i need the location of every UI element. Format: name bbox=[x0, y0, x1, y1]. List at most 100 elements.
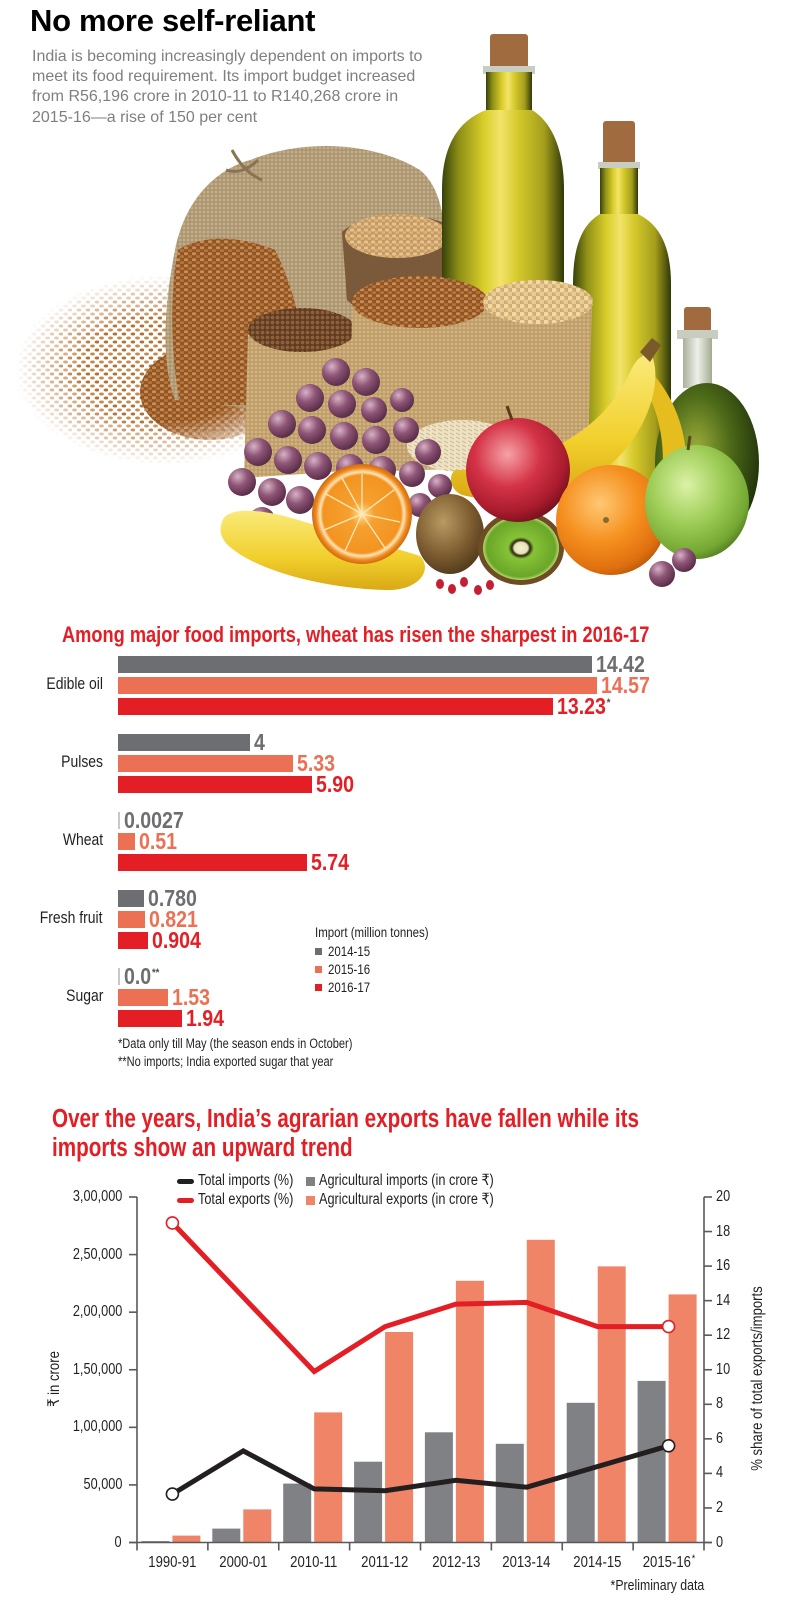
value-label-text: 0.904 bbox=[151, 927, 201, 953]
intro-line: India is becoming increasingly dependent… bbox=[32, 48, 423, 65]
tick-label-text: 50,000 bbox=[83, 1475, 122, 1493]
y-axis-left-tick-label: 3,00,000 bbox=[62, 1188, 122, 1206]
bar-agricultural-imports-in-crore-2014-15 bbox=[566, 1402, 595, 1543]
value-label-group: 0.821 bbox=[149, 908, 198, 931]
value-label-text: 1.53 bbox=[172, 984, 211, 1010]
category-label-wheat: Wheat bbox=[54, 830, 103, 850]
x-axis-category-label: 2013-14 bbox=[487, 1554, 567, 1572]
category-label-text: 2000-01 bbox=[219, 1554, 268, 1571]
lentils bbox=[248, 308, 356, 352]
value-label-text: 0.780 bbox=[147, 885, 197, 911]
tick-label-text: 2,00,000 bbox=[72, 1303, 122, 1321]
grape bbox=[322, 358, 350, 386]
grape bbox=[286, 486, 314, 514]
oil-bottle-1-neck bbox=[486, 72, 532, 114]
page-title: No more self-reliant bbox=[30, 3, 316, 38]
value-label-group: 5.90 bbox=[316, 773, 354, 796]
value-label: 0.821 bbox=[149, 908, 207, 931]
banana-stem bbox=[640, 338, 661, 362]
value-label-group: 1.53 bbox=[172, 984, 211, 1010]
category-label-text: 2012-13 bbox=[431, 1554, 480, 1571]
value-label-text: 13.23 bbox=[557, 693, 607, 719]
value-label-text: 5.74 bbox=[310, 849, 349, 875]
legend-item-total-exports: Total exports (%) bbox=[198, 1191, 314, 1209]
tick-label-text: 2 bbox=[716, 1499, 724, 1516]
grape bbox=[362, 426, 390, 454]
value-label-text: 4 bbox=[253, 729, 265, 755]
category-label-group: 2012-13 bbox=[432, 1554, 480, 1572]
value-label-group: 5.33 bbox=[297, 750, 336, 776]
footnote-text: *Preliminary data bbox=[610, 1577, 704, 1594]
line-total-imports bbox=[171, 1443, 670, 1497]
bar-fresh-fruit-2016-17 bbox=[118, 932, 148, 949]
category-label-edible-oil: Edible oil bbox=[34, 674, 103, 694]
bar-agricultural-exports-in-crore-2014-15 bbox=[597, 1266, 626, 1543]
value-label-group: 14.42 bbox=[596, 651, 646, 677]
legend-label: 2014-15 bbox=[328, 942, 371, 959]
bar-agricultural-exports-in-crore-2010-11 bbox=[314, 1412, 343, 1543]
grape bbox=[428, 474, 452, 498]
grape bbox=[415, 439, 441, 465]
wheat-grains bbox=[352, 276, 488, 328]
bar-agricultural-exports-in-crore-2013-14 bbox=[526, 1239, 555, 1543]
value-label-group: 0.0027 bbox=[124, 809, 184, 832]
bar-agricultural-exports-in-crore-2011-12 bbox=[385, 1332, 414, 1543]
footnote-data-till-may: *Data only till May (the season ends in … bbox=[118, 1036, 404, 1052]
value-label-text: 14.42 bbox=[596, 651, 646, 677]
category-label-text: Pulses bbox=[61, 752, 103, 771]
bar-sugar-2015-16 bbox=[118, 989, 169, 1006]
legend-label: Agricultural exports (in crore ₹) bbox=[319, 1191, 494, 1208]
value-label-text: 5.33 bbox=[297, 750, 336, 776]
grape bbox=[296, 384, 324, 412]
bar-agricultural-imports-in-crore-2000-01 bbox=[212, 1528, 241, 1543]
legend-label: 2015-16 bbox=[328, 960, 371, 977]
legend-swatch-2016-17 bbox=[315, 983, 322, 991]
line-total-exports bbox=[170, 1221, 669, 1375]
bar-sugar-2014-15 bbox=[118, 968, 120, 985]
category-label-text: Sugar bbox=[65, 986, 103, 1005]
legend-title: Import (million tonnes) bbox=[315, 924, 454, 941]
line-end-marker bbox=[661, 1319, 676, 1334]
value-label: 4 bbox=[253, 729, 267, 755]
value-label-group: 14.57 bbox=[601, 674, 650, 697]
bar-agricultural-imports-in-crore-2012-13 bbox=[424, 1432, 453, 1543]
value-label: 5.33 bbox=[297, 750, 342, 776]
tick-label-text: 3,00,000 bbox=[72, 1188, 122, 1205]
grape bbox=[244, 438, 272, 466]
tick-label-text: 16 bbox=[716, 1257, 731, 1275]
y-axis-left-tick-label: 2,00,000 bbox=[62, 1303, 122, 1321]
tick-label-text: 6 bbox=[716, 1429, 724, 1447]
category-label-text: 2011-12 bbox=[361, 1554, 409, 1571]
oil-bottle-2 bbox=[573, 214, 671, 482]
oil-bottle-2-collar bbox=[598, 162, 640, 169]
bar-edible-oil-2014-15 bbox=[118, 656, 593, 673]
category-label-group: 2014-15 bbox=[574, 1554, 622, 1572]
category-label-text: 2015-16 bbox=[642, 1554, 691, 1571]
kiwi-whole bbox=[416, 494, 484, 574]
orange-segments bbox=[323, 474, 401, 552]
grape bbox=[304, 452, 332, 480]
preliminary-data-footnote: *Preliminary data bbox=[590, 1577, 704, 1595]
bar-wheat-2014-15 bbox=[118, 812, 120, 829]
chart2-title-text: imports show an upward trend bbox=[52, 1134, 353, 1162]
category-label-fresh-fruit: Fresh fruit bbox=[26, 908, 103, 928]
x-axis-category-label: 2012-13 bbox=[416, 1554, 496, 1572]
intro-line: meet its food requirement. Its import bu… bbox=[32, 68, 416, 86]
value-label-text: 0.0 bbox=[124, 963, 152, 989]
kiwi-half bbox=[483, 516, 559, 580]
banana-left bbox=[220, 510, 425, 590]
bowl-grains bbox=[345, 214, 449, 258]
bar-agricultural-imports-in-crore-2010-11 bbox=[283, 1483, 312, 1543]
value-label-group: 13.23* bbox=[557, 693, 610, 719]
bar-agricultural-imports-in-crore-2011-12 bbox=[354, 1461, 383, 1543]
value-label: 13.23* bbox=[557, 693, 620, 719]
value-label-group: 0.780 bbox=[147, 885, 197, 911]
bar-fresh-fruit-2014-15 bbox=[118, 890, 144, 907]
value-label-text: 0.51 bbox=[138, 828, 177, 854]
y-axis-right-tick-label: 8 bbox=[716, 1395, 725, 1413]
bar-agricultural-imports-in-crore-2015-16 bbox=[637, 1380, 666, 1543]
grape bbox=[399, 461, 425, 487]
y-axis-right-tick-label: 16 bbox=[716, 1257, 733, 1275]
loose-grape bbox=[672, 548, 696, 572]
x-axis-category-label: 1990-91 bbox=[132, 1554, 212, 1572]
